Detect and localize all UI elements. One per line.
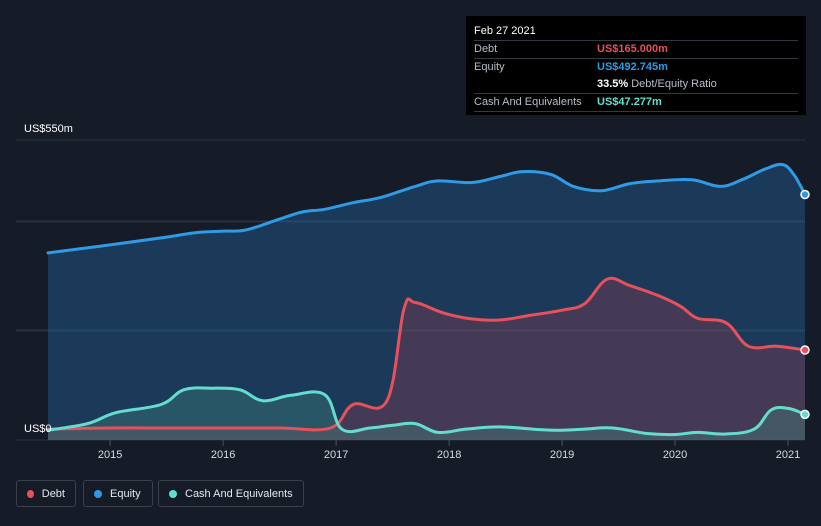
tooltip-row-equity: Equity US$492.745m xyxy=(474,59,798,76)
x-tick-label: 2017 xyxy=(324,449,348,461)
x-tick-label: 2015 xyxy=(98,449,122,461)
legend-cash-label: Cash And Equivalents xyxy=(185,487,293,500)
chart-end-markers xyxy=(800,189,810,420)
x-tick-label: 2016 xyxy=(211,449,235,461)
tooltip-panel: Feb 27 2021 Debt US$165.000m Equity US$4… xyxy=(466,16,806,115)
tooltip-cash-label: Cash And Equivalents xyxy=(474,96,582,108)
equity-end-marker xyxy=(800,189,810,200)
cash-end-marker xyxy=(800,409,810,420)
x-axis: 2015 2016 2017 2018 2019 2020 2021 xyxy=(98,440,800,461)
chart-areas xyxy=(48,164,805,440)
y-axis-bottom-label: US$0 xyxy=(24,423,52,435)
equity-area xyxy=(48,164,805,440)
x-tick-label: 2021 xyxy=(776,449,800,461)
legend-cash[interactable]: Cash And Equivalents xyxy=(158,480,304,507)
tooltip-ratio-label: Debt/Equity Ratio xyxy=(631,78,717,90)
tooltip-row-ratio: 33.5% Debt/Equity Ratio xyxy=(474,76,798,94)
debt-line xyxy=(46,276,807,432)
x-tick-label: 2020 xyxy=(663,449,687,461)
equity-legend-dot-icon xyxy=(94,489,102,498)
chart-lines xyxy=(46,162,807,437)
debt-legend-dot-icon xyxy=(27,489,34,498)
tooltip-equity-label: Equity xyxy=(474,61,505,73)
x-tick-label: 2018 xyxy=(437,449,461,461)
tooltip-debt-label: Debt xyxy=(474,43,498,55)
legend-equity[interactable]: Equity xyxy=(83,480,153,507)
tooltip-equity-value: US$492.745m xyxy=(597,61,668,73)
tooltip-debt-value: US$165.000m xyxy=(597,43,668,55)
x-tick-label: 2019 xyxy=(550,449,574,461)
tooltip-row-debt: Debt US$165.000m xyxy=(474,41,798,59)
chart-grid xyxy=(16,139,805,441)
debt-area xyxy=(48,278,805,440)
legend-debt-label: Debt xyxy=(41,487,65,500)
equity-line xyxy=(46,162,807,255)
y-axis-top-label: US$550m xyxy=(24,123,73,135)
legend-debt[interactable]: Debt xyxy=(16,480,76,507)
tooltip-date: Feb 27 2021 xyxy=(474,22,798,41)
tooltip-ratio-value: 33.5% xyxy=(597,78,629,90)
cash-legend-dot-icon xyxy=(169,489,177,498)
legend-equity-label: Equity xyxy=(110,487,141,500)
tooltip-row-cash: Cash And Equivalents US$47.277m xyxy=(474,94,798,112)
tooltip-cash-value: US$47.277m xyxy=(597,96,662,108)
cash-line xyxy=(46,386,807,437)
debt-end-marker xyxy=(800,345,810,355)
